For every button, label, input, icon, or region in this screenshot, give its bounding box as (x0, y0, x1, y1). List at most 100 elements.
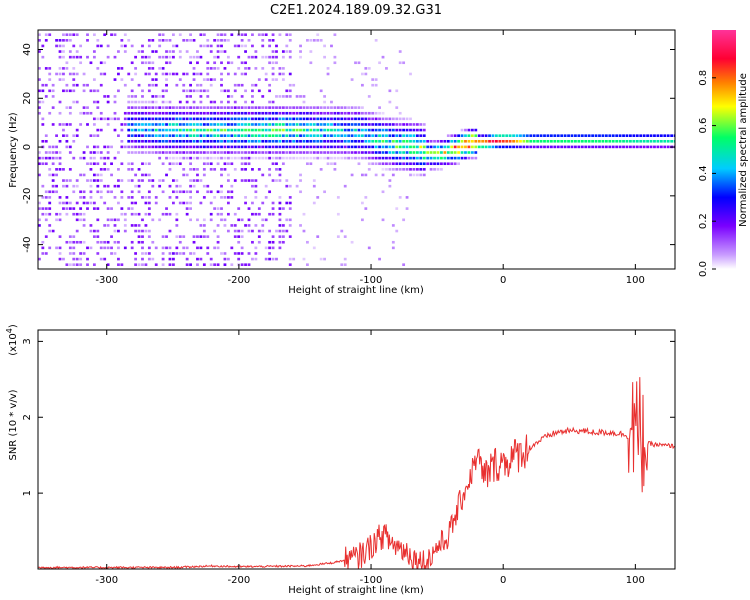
spectrogram-cell (127, 106, 131, 109)
spectrogram-cell (254, 128, 258, 132)
spectrogram-cell (79, 44, 83, 48)
spectrogram-cell (440, 151, 443, 154)
spectrogram-cell (58, 218, 62, 222)
spectrogram-cell (151, 83, 155, 87)
spectrogram-cell (72, 89, 76, 93)
spectrogram-cell (371, 134, 375, 137)
spectrogram-cell (182, 190, 186, 194)
spectrogram-cell (360, 173, 364, 177)
spectrogram-cell (268, 106, 272, 109)
spectrogram-cell (175, 134, 179, 137)
spectrogram-cell (385, 128, 388, 132)
spectrogram-cell (230, 106, 234, 109)
spectrogram-cell (306, 39, 309, 42)
spectrogram-cell (457, 151, 461, 154)
spectrogram-cell (323, 151, 326, 154)
spectrogram-cell (41, 123, 45, 126)
spectrogram-cell (175, 224, 179, 227)
spectrogram-cell (106, 156, 110, 160)
spectrogram-cell (154, 263, 158, 266)
spectrogram-cell (154, 145, 158, 149)
spectrogram-cell (168, 117, 172, 121)
spectrogram-cell (415, 128, 419, 132)
spectrogram-cell (199, 145, 203, 149)
spectrogram-cell (72, 55, 76, 59)
spectrogram-cell (237, 111, 241, 115)
spectrogram-cell (268, 44, 272, 48)
spectrogram-cell (488, 145, 491, 149)
spectrogram-cell (58, 111, 62, 115)
spectrogram-cell (278, 134, 282, 137)
spectrogram-cell (206, 123, 210, 126)
spectrogram-cell (360, 83, 364, 87)
spectrogram-cell (247, 117, 251, 121)
spectrogram-cell (440, 156, 443, 160)
spectrogram-cell (302, 95, 306, 98)
spectrogram-cell (79, 61, 83, 65)
spectrogram-cell (288, 224, 292, 227)
spectrogram-cell (299, 179, 302, 182)
spectrogram-cell (58, 196, 62, 199)
spectrogram-cell (48, 190, 52, 194)
spectrogram-cell (261, 128, 265, 132)
spectrogram-cell (199, 134, 203, 137)
spectrogram-cell (378, 61, 381, 65)
spectrogram-cell (199, 100, 203, 104)
spectrogram-cell (158, 139, 162, 143)
spectrogram-cell (196, 111, 199, 115)
spectrogram-cell (86, 123, 89, 126)
spectrogram-cell (120, 44, 124, 48)
spectrogram-cell (237, 207, 241, 210)
spectrogram-cell (309, 156, 313, 160)
spectrogram-cell (271, 134, 275, 137)
spectrogram-cell (288, 117, 292, 121)
spectrogram-cell (220, 123, 223, 126)
spectrogram-cell (501, 134, 505, 137)
spectrogram-cell (209, 151, 213, 154)
spectrogram-cell (532, 134, 536, 137)
spectrogram-cell (44, 207, 48, 210)
spectrogram-cell (354, 145, 357, 149)
spectrogram-cell (137, 100, 141, 104)
spectrogram-cell (412, 128, 416, 132)
spectrogram-cell (312, 156, 316, 160)
spectrogram-cell (364, 134, 368, 137)
spectrogram-cell (391, 224, 395, 227)
spectrogram-cell (374, 156, 378, 160)
spectrogram-cell (216, 55, 220, 59)
spectrogram-cell (209, 263, 213, 266)
spectrogram-cell (137, 179, 141, 182)
spectrogram-cell (196, 218, 199, 222)
spectrogram-cell (288, 139, 292, 143)
spectrogram-cell (278, 229, 282, 233)
spectrogram-cell (82, 111, 86, 115)
spectrogram-cell (254, 246, 258, 250)
spectrogram-cell (374, 162, 378, 166)
spectrogram-cell (354, 156, 357, 160)
spectrogram-cell (199, 117, 203, 121)
spectrogram-cell (144, 229, 148, 233)
spectrogram-cell (178, 134, 182, 137)
spectrogram-cell (446, 139, 450, 143)
spectrogram-cell (646, 145, 649, 149)
spectrogram-cell (323, 55, 326, 59)
spectrogram-cell (182, 106, 186, 109)
spectrogram-cell (48, 173, 52, 177)
spectrogram-cell (312, 179, 316, 182)
spectrogram-cell (371, 139, 375, 143)
spectrogram-cell (261, 106, 265, 109)
spectrogram-cell (350, 117, 354, 121)
spectrogram-cell (151, 61, 155, 65)
spectrogram-cell (175, 235, 179, 238)
spectrogram-cell (237, 106, 241, 109)
spectrogram-cell (350, 128, 354, 132)
spectrogram-cell (309, 162, 313, 166)
spectrogram-cell (147, 145, 151, 149)
spectrogram-cell (158, 44, 162, 48)
spectrogram-cell (147, 67, 151, 70)
spectrogram-cell (319, 168, 323, 171)
spectrogram-cell (216, 145, 220, 149)
spectrogram-cell (360, 106, 364, 109)
spectrogram-cell (285, 128, 289, 132)
spectrogram-cell (409, 128, 412, 132)
